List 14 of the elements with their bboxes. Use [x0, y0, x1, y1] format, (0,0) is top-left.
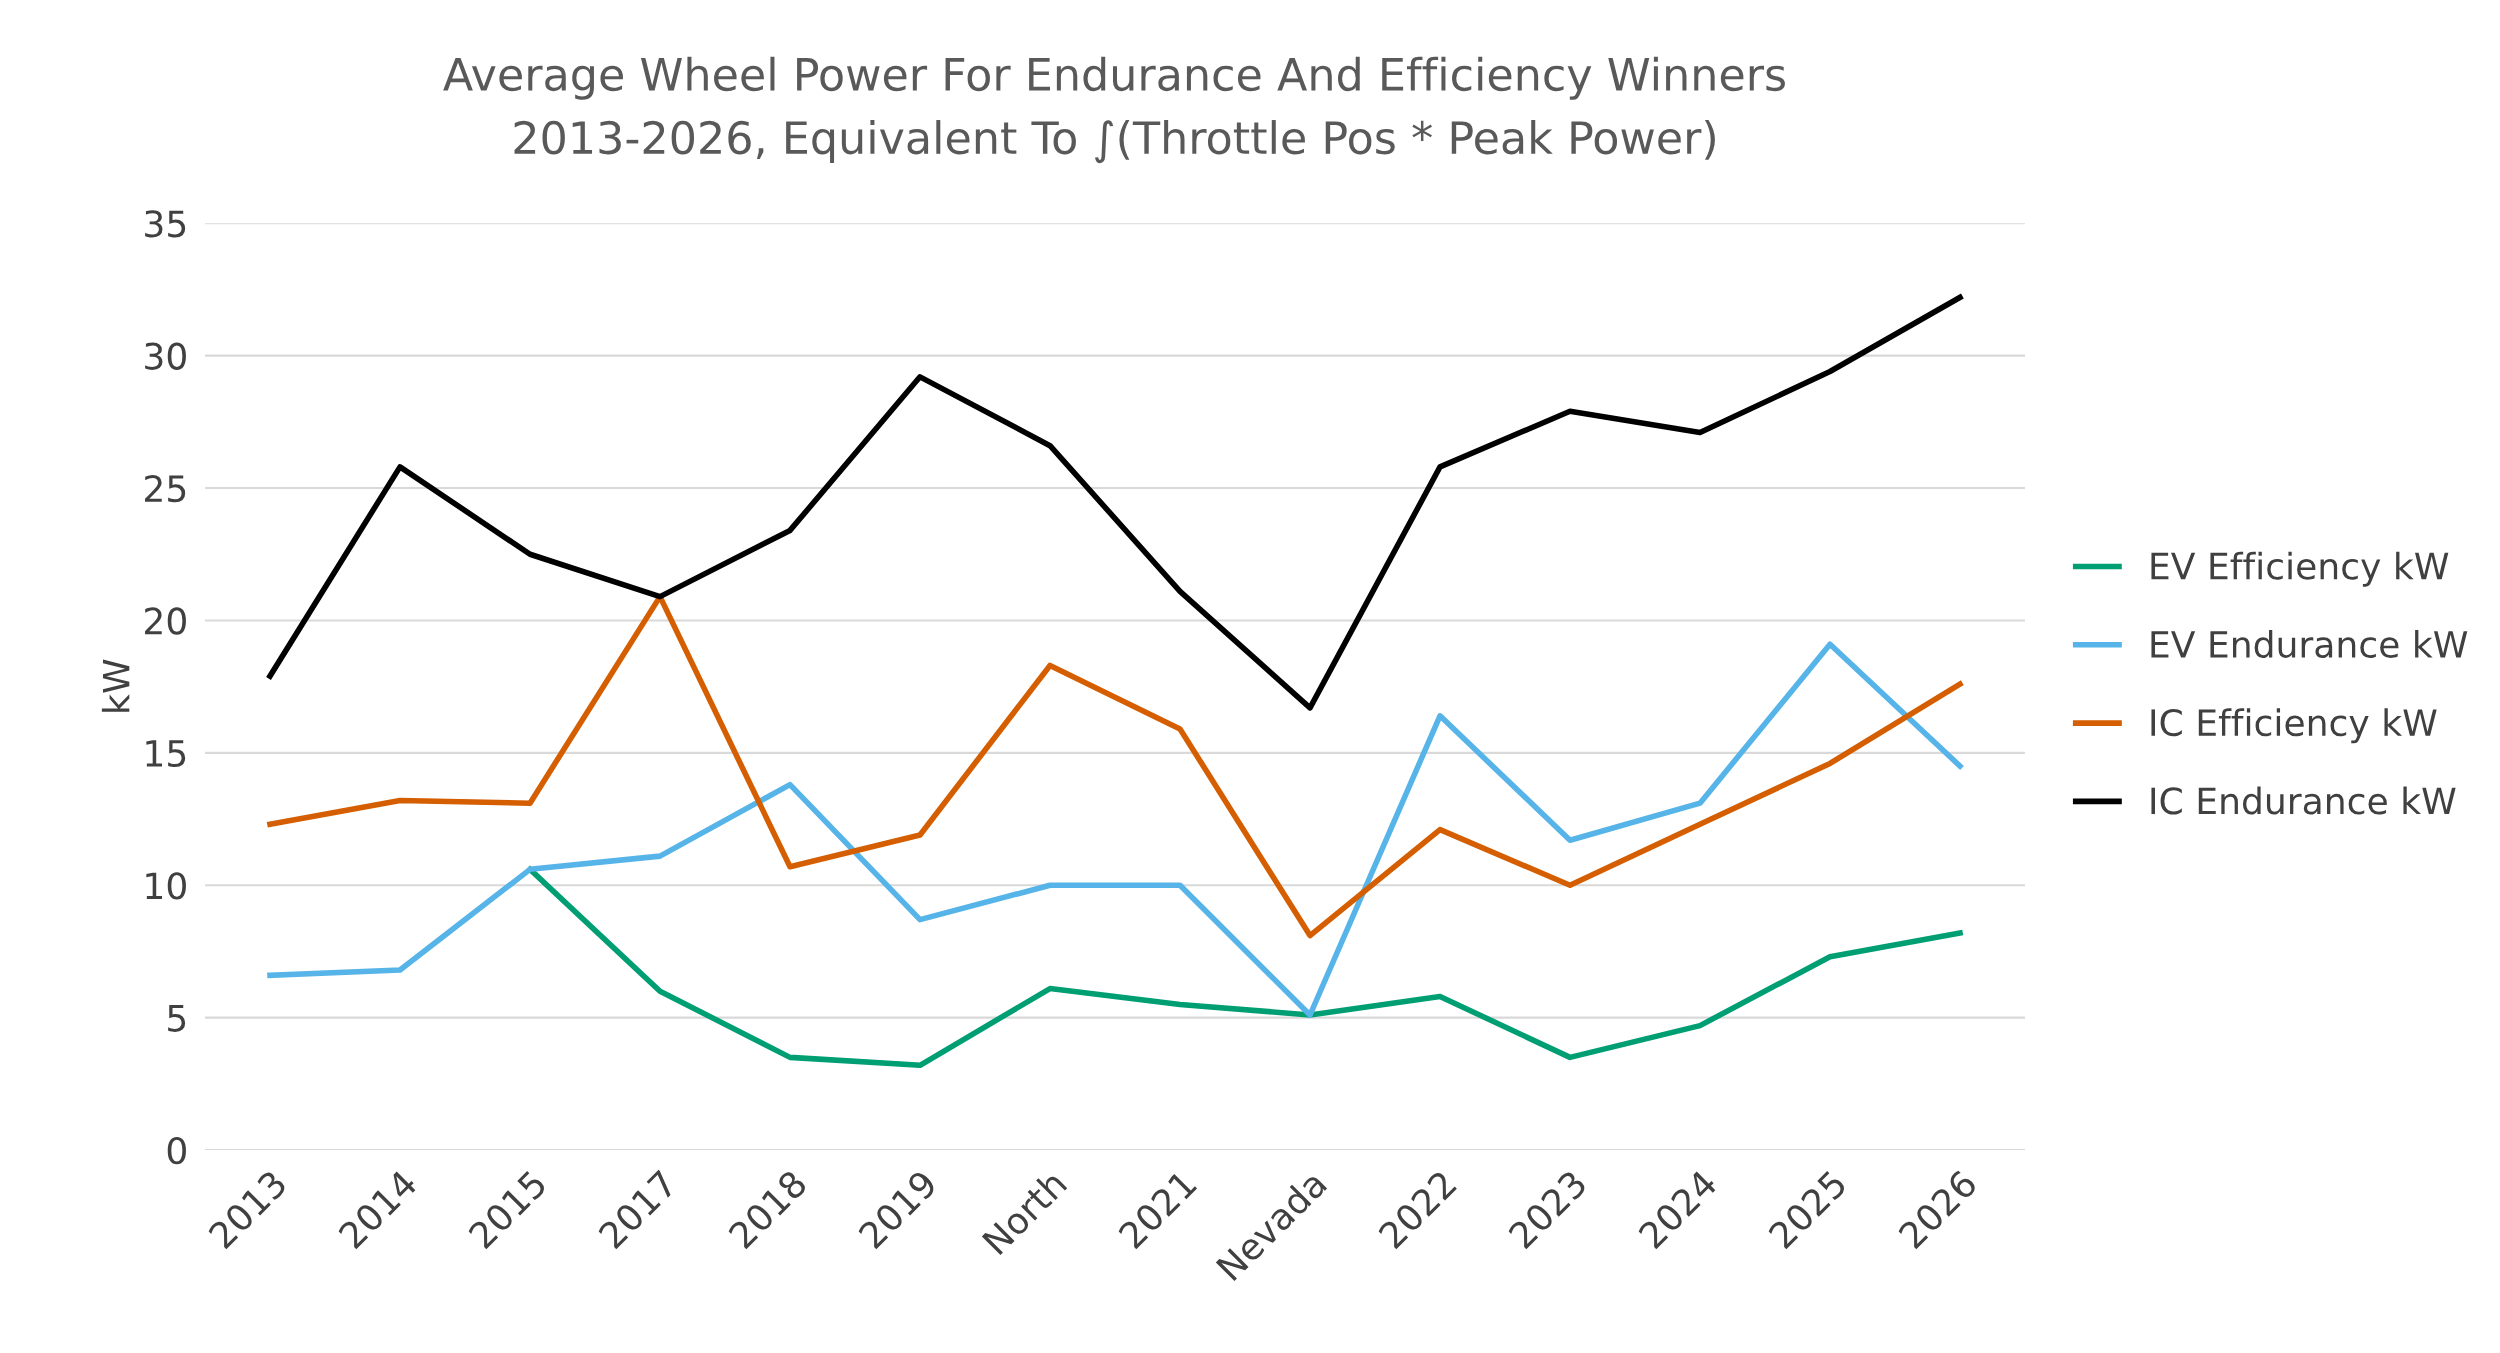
- legend-label: EV Endurance kW: [2151, 630, 2468, 658]
- y-tick-label: 35: [145, 210, 186, 238]
- legend-label: IC Endurance kW: [2151, 786, 2456, 815]
- legend-label: EV Efficiency kW: [2151, 551, 2449, 587]
- legend-label: IC Efficiency kW: [2151, 708, 2437, 744]
- y-tick-label: 10: [146, 872, 186, 900]
- y-tick-label: 5: [168, 1005, 186, 1032]
- y-tick-label: 0: [167, 1136, 186, 1165]
- y-axis-title: kW: [101, 659, 130, 712]
- y-tick-label: 30: [145, 342, 186, 370]
- chart-title: Average Wheel Power For Endurance And Efficiency Winners 2013-2026, Equivalent To ∫(Throttle Pos * Peak Power): [443, 56, 1785, 164]
- y-tick-label: 15: [146, 740, 186, 768]
- y-tick-label: 20: [145, 607, 186, 635]
- y-tick-label: 25: [145, 474, 186, 503]
